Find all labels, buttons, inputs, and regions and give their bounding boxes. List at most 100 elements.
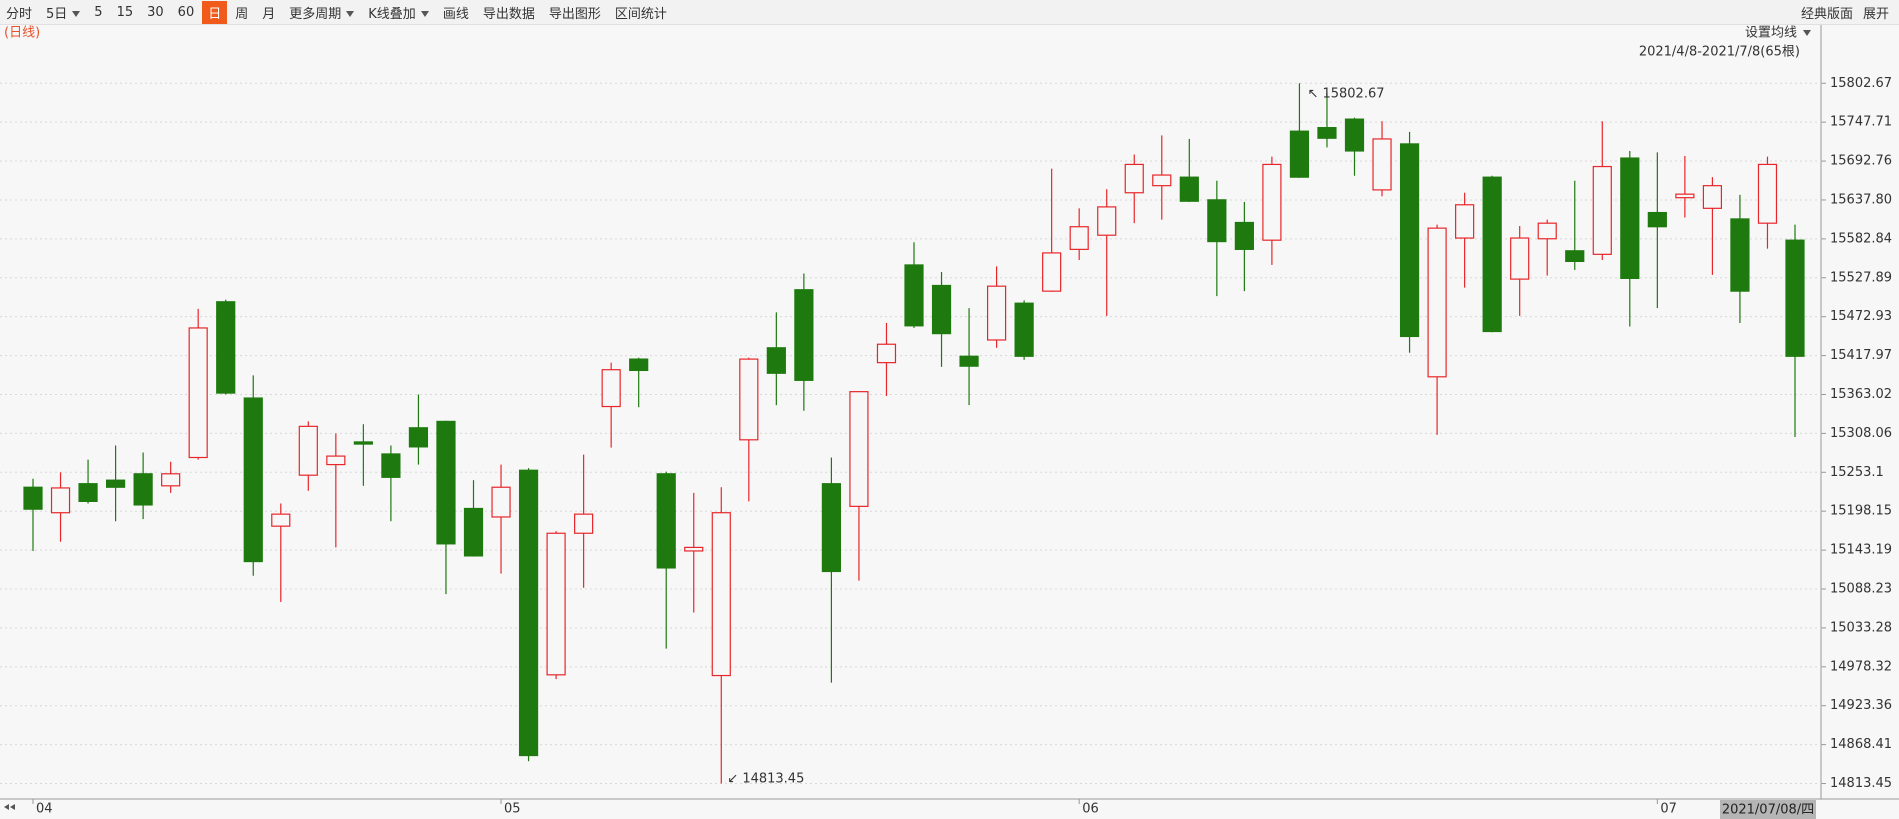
candle-body xyxy=(931,284,952,335)
x-tick-label: 07 xyxy=(1660,802,1677,817)
candle-body xyxy=(1592,165,1612,255)
candle-body xyxy=(1399,143,1420,338)
y-tick-label: 15582.84 xyxy=(1830,231,1892,246)
y-tick-label: 15417.97 xyxy=(1830,348,1892,363)
candle-body xyxy=(188,327,208,459)
arrow: ↖ xyxy=(1307,86,1322,101)
min-value: 14813.45 xyxy=(742,771,804,786)
candle-body xyxy=(1647,211,1667,228)
toolbar-item[interactable]: 画线 xyxy=(437,1,475,24)
candle-body xyxy=(574,513,594,534)
toolbar-item[interactable]: 5日 xyxy=(40,1,86,24)
y-tick-label: 15253.1 xyxy=(1830,465,1884,480)
x-tick-label: 04 xyxy=(36,802,53,817)
toolbar-label[interactable]: 更多周期 xyxy=(289,6,342,22)
candle-body xyxy=(1152,174,1172,187)
toolbar-item[interactable]: 更多周期 xyxy=(283,1,360,24)
toolbar-label[interactable]: 15 xyxy=(116,4,134,20)
candle-body xyxy=(739,358,759,441)
range-label: 2021/4/8-2021/7/8(65根) xyxy=(1639,45,1800,60)
dropdown-icon[interactable] xyxy=(72,11,81,17)
toolbar-label[interactable]: 日 xyxy=(208,6,222,22)
toolbar-label[interactable]: 月 xyxy=(262,6,276,22)
candle-body xyxy=(876,343,897,364)
dropdown-icon[interactable] xyxy=(346,11,355,17)
toolbar-label[interactable]: 导出数据 xyxy=(482,6,535,22)
candle-body xyxy=(408,427,429,448)
y-tick-label: 15088.23 xyxy=(1830,582,1892,597)
candle-body xyxy=(684,546,704,552)
candle-body xyxy=(1427,227,1447,378)
toolbar-label[interactable]: 5日 xyxy=(46,6,68,22)
x-tick-label: 05 xyxy=(504,802,521,817)
toolbar-item[interactable]: 日 xyxy=(202,0,228,24)
toolbar-item[interactable]: 周 xyxy=(229,1,254,24)
candle-body xyxy=(1097,206,1117,236)
candle-body xyxy=(78,483,98,502)
candle-body xyxy=(133,473,153,506)
chart-background xyxy=(0,25,1899,819)
toolbar-item[interactable]: 月 xyxy=(256,1,281,24)
arrow: ↙ xyxy=(727,771,742,786)
candle-body xyxy=(959,355,979,367)
candle-body xyxy=(794,289,814,381)
y-tick-label: 15692.76 xyxy=(1830,154,1892,169)
candle-body xyxy=(1289,130,1310,178)
toolbar-label[interactable]: 30 xyxy=(147,4,164,20)
toolbar-item[interactable]: 15 xyxy=(111,3,140,22)
toolbar-label[interactable]: 5 xyxy=(94,4,103,20)
toolbar-item[interactable]: 5 xyxy=(88,3,108,22)
candle-body xyxy=(1537,222,1557,240)
max-annotation: ↖ 15802.67 xyxy=(1307,86,1384,101)
toolbar-item[interactable]: 30 xyxy=(141,3,170,22)
toolbar-item[interactable]: 60 xyxy=(172,3,201,22)
toolbar-label[interactable]: 导出图形 xyxy=(548,6,601,22)
candle-body xyxy=(243,397,263,563)
dropdown-icon[interactable] xyxy=(420,11,429,17)
toolbar-link[interactable]: 经典版面 xyxy=(1800,6,1853,22)
period-label: (日线) xyxy=(4,26,40,41)
toolbar-right: 经典版面 展开 xyxy=(1791,0,1889,24)
toolbar: 分时 5日 5 15 30 60 日周月更多周期 K线叠加 画线 导出数据 导出图形 区间统计 xyxy=(0,0,1899,25)
candle-body xyxy=(1042,252,1062,292)
y-tick-label: 15198.15 xyxy=(1830,504,1892,519)
toolbar-item[interactable]: 导出数据 xyxy=(477,1,541,24)
candle-body xyxy=(1510,237,1530,280)
y-tick-label: 15802.67 xyxy=(1830,76,1892,91)
candle-body xyxy=(1455,204,1475,239)
toolbar-item[interactable]: 分时 xyxy=(0,1,38,24)
candle-body xyxy=(298,425,318,476)
candle-body xyxy=(463,507,484,557)
candle-body xyxy=(1620,157,1640,280)
toolbar-item[interactable]: 区间统计 xyxy=(609,1,673,24)
toolbar-label[interactable]: 周 xyxy=(235,6,249,22)
candle-body xyxy=(326,455,346,466)
candle-body xyxy=(1702,185,1723,209)
y-tick-label: 15143.19 xyxy=(1830,543,1892,558)
candle-body xyxy=(1014,302,1034,357)
ma-setting[interactable]: 设置均线 xyxy=(1745,26,1797,41)
y-tick-label: 15033.28 xyxy=(1830,620,1892,635)
candle-body xyxy=(1482,176,1502,333)
toolbar-label[interactable]: 区间统计 xyxy=(614,6,667,22)
candle-body xyxy=(601,369,621,408)
candle-body xyxy=(1344,118,1365,152)
cursor-date: 2021/07/08/四 xyxy=(1722,803,1814,818)
dropdown-icon[interactable] xyxy=(1803,30,1811,36)
candle-body xyxy=(629,358,649,372)
candle-body xyxy=(1317,127,1337,139)
toolbar-label[interactable]: 画线 xyxy=(442,6,469,22)
candle-body xyxy=(1069,226,1089,250)
y-tick-label: 14978.32 xyxy=(1830,659,1892,674)
candle-body xyxy=(849,391,869,507)
toolbar-label[interactable]: 60 xyxy=(177,4,195,20)
toolbar-item[interactable]: K线叠加 xyxy=(362,1,435,24)
toolbar-label[interactable]: 分时 xyxy=(6,6,33,22)
toolbar-link[interactable]: 展开 xyxy=(1862,6,1889,22)
candle-body xyxy=(1675,193,1695,199)
candle-body xyxy=(1234,221,1254,250)
y-tick-label: 14923.36 xyxy=(1830,698,1892,713)
toolbar-item[interactable]: 导出图形 xyxy=(543,1,607,24)
candle-body xyxy=(271,513,291,527)
toolbar-label[interactable]: K线叠加 xyxy=(368,6,416,22)
